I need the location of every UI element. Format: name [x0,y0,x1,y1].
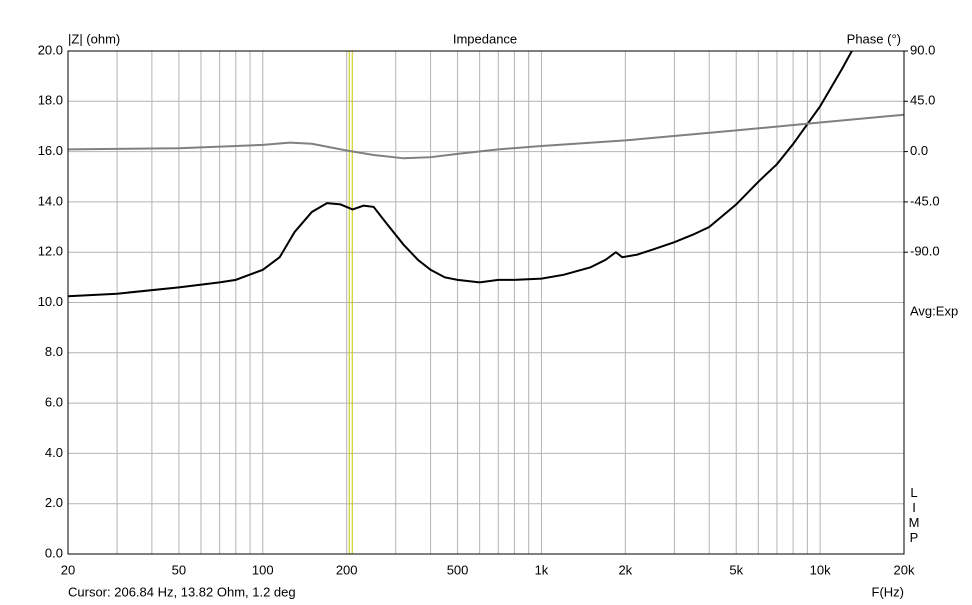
x-tick-label: 10k [810,562,831,577]
chart-title: Impedance [453,31,517,46]
x-tick-label: 5k [729,562,743,577]
cursor-readout: Cursor: 206.84 Hz, 13.82 Ohm, 1.2 deg [68,584,296,599]
x-tick-label: 20k [894,562,915,577]
y-tick-label: 12.0 [38,244,63,259]
y-tick-label: 18.0 [38,93,63,108]
y-tick-label: 14.0 [38,193,63,208]
x-tick-label: 100 [252,562,274,577]
y2-axis-label: Phase (°) [847,31,901,46]
x-tick-label: 200 [336,562,358,577]
y-tick-label: 0.0 [45,545,63,560]
y2-tick-label: -45.0 [910,193,940,208]
plot-frame [67,50,905,555]
y2-tick-label: 0.0 [910,143,928,158]
y-tick-label: 16.0 [38,143,63,158]
y-tick-label: 4.0 [45,445,63,460]
avg-note: Avg:Exp [910,303,958,318]
y2-tick-label: 45.0 [910,93,935,108]
y-tick-label: 10.0 [38,294,63,309]
series-line [68,51,853,298]
series-line [68,113,904,160]
x-tick-label: 50 [172,562,186,577]
x-tick-label: 1k [535,562,549,577]
y2-tick-label: -90.0 [910,244,940,259]
y-tick-label: 2.0 [45,495,63,510]
y-axis-label: |Z| (ohm) [68,31,120,46]
y-tick-label: 6.0 [45,395,63,410]
y-tick-label: 8.0 [45,344,63,359]
x-tick-label: 2k [618,562,632,577]
y2-tick-label: 90.0 [910,42,935,57]
x-tick-label: 500 [447,562,469,577]
x-axis-label: F(Hz) [872,584,905,599]
y-tick-label: 20.0 [38,42,63,57]
x-tick-label: 20 [61,562,75,577]
